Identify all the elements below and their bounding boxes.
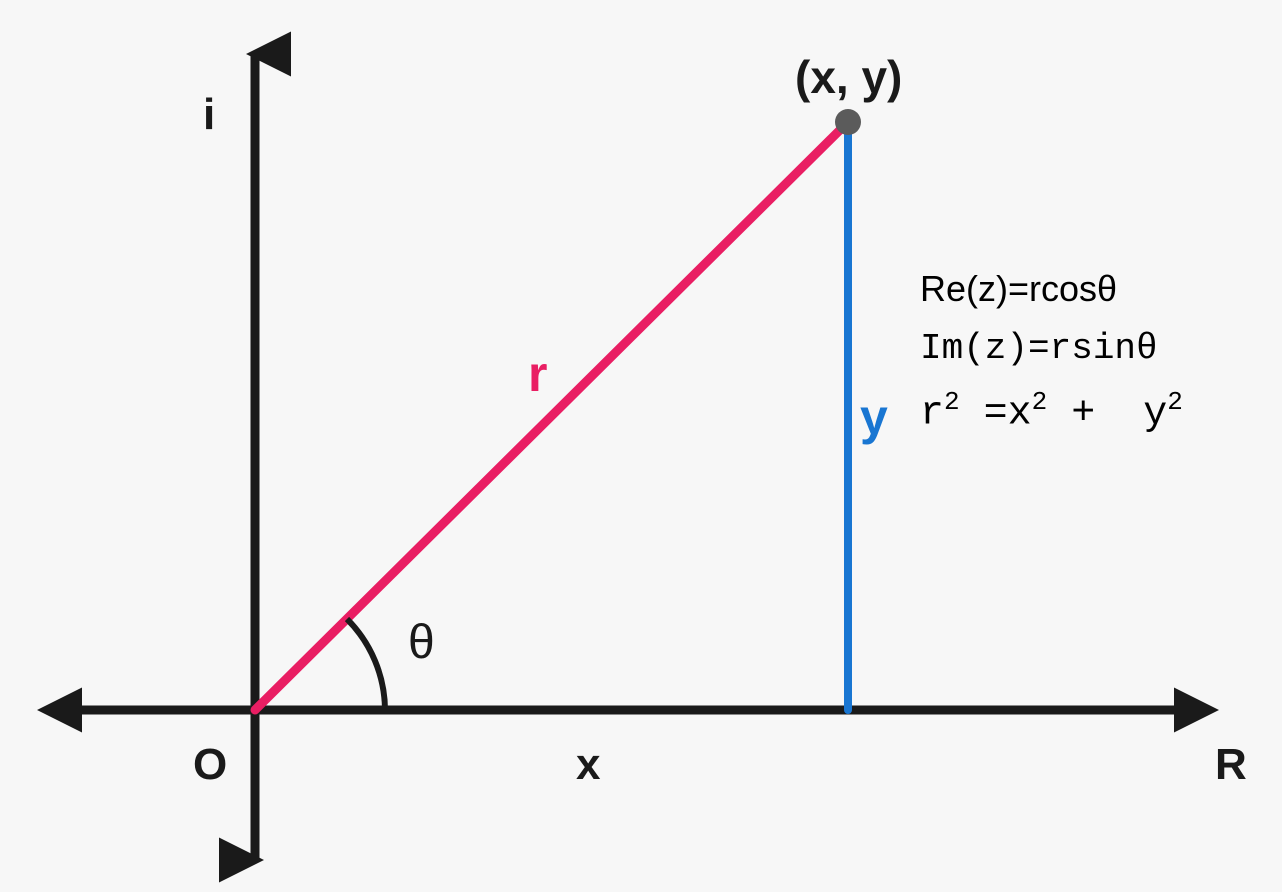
equation-pythagoras: r2 =x2 + y2 bbox=[920, 387, 1183, 436]
equations-block: Re(z)=rcosθ Im(z)=rsinθ r2 =x2 + y2 bbox=[920, 268, 1183, 436]
x-segment-label: x bbox=[576, 740, 600, 790]
y-axis-label: i bbox=[203, 90, 215, 140]
theta-label: θ bbox=[408, 615, 435, 670]
point-label: (x, y) bbox=[795, 50, 902, 104]
radius-label: r bbox=[528, 345, 547, 403]
radius-line bbox=[255, 122, 848, 710]
point-xy bbox=[835, 109, 861, 135]
angle-arc bbox=[347, 619, 385, 710]
equation-im: Im(z)=rsinθ bbox=[920, 328, 1183, 369]
origin-label: O bbox=[193, 740, 227, 790]
complex-plane-diagram: i R O x (x, y) r y θ Re(z)=rcosθ Im(z)=r… bbox=[0, 0, 1282, 892]
x-axis-label: R bbox=[1215, 740, 1247, 790]
y-label: y bbox=[860, 388, 888, 446]
equation-re: Re(z)=rcosθ bbox=[920, 268, 1183, 310]
